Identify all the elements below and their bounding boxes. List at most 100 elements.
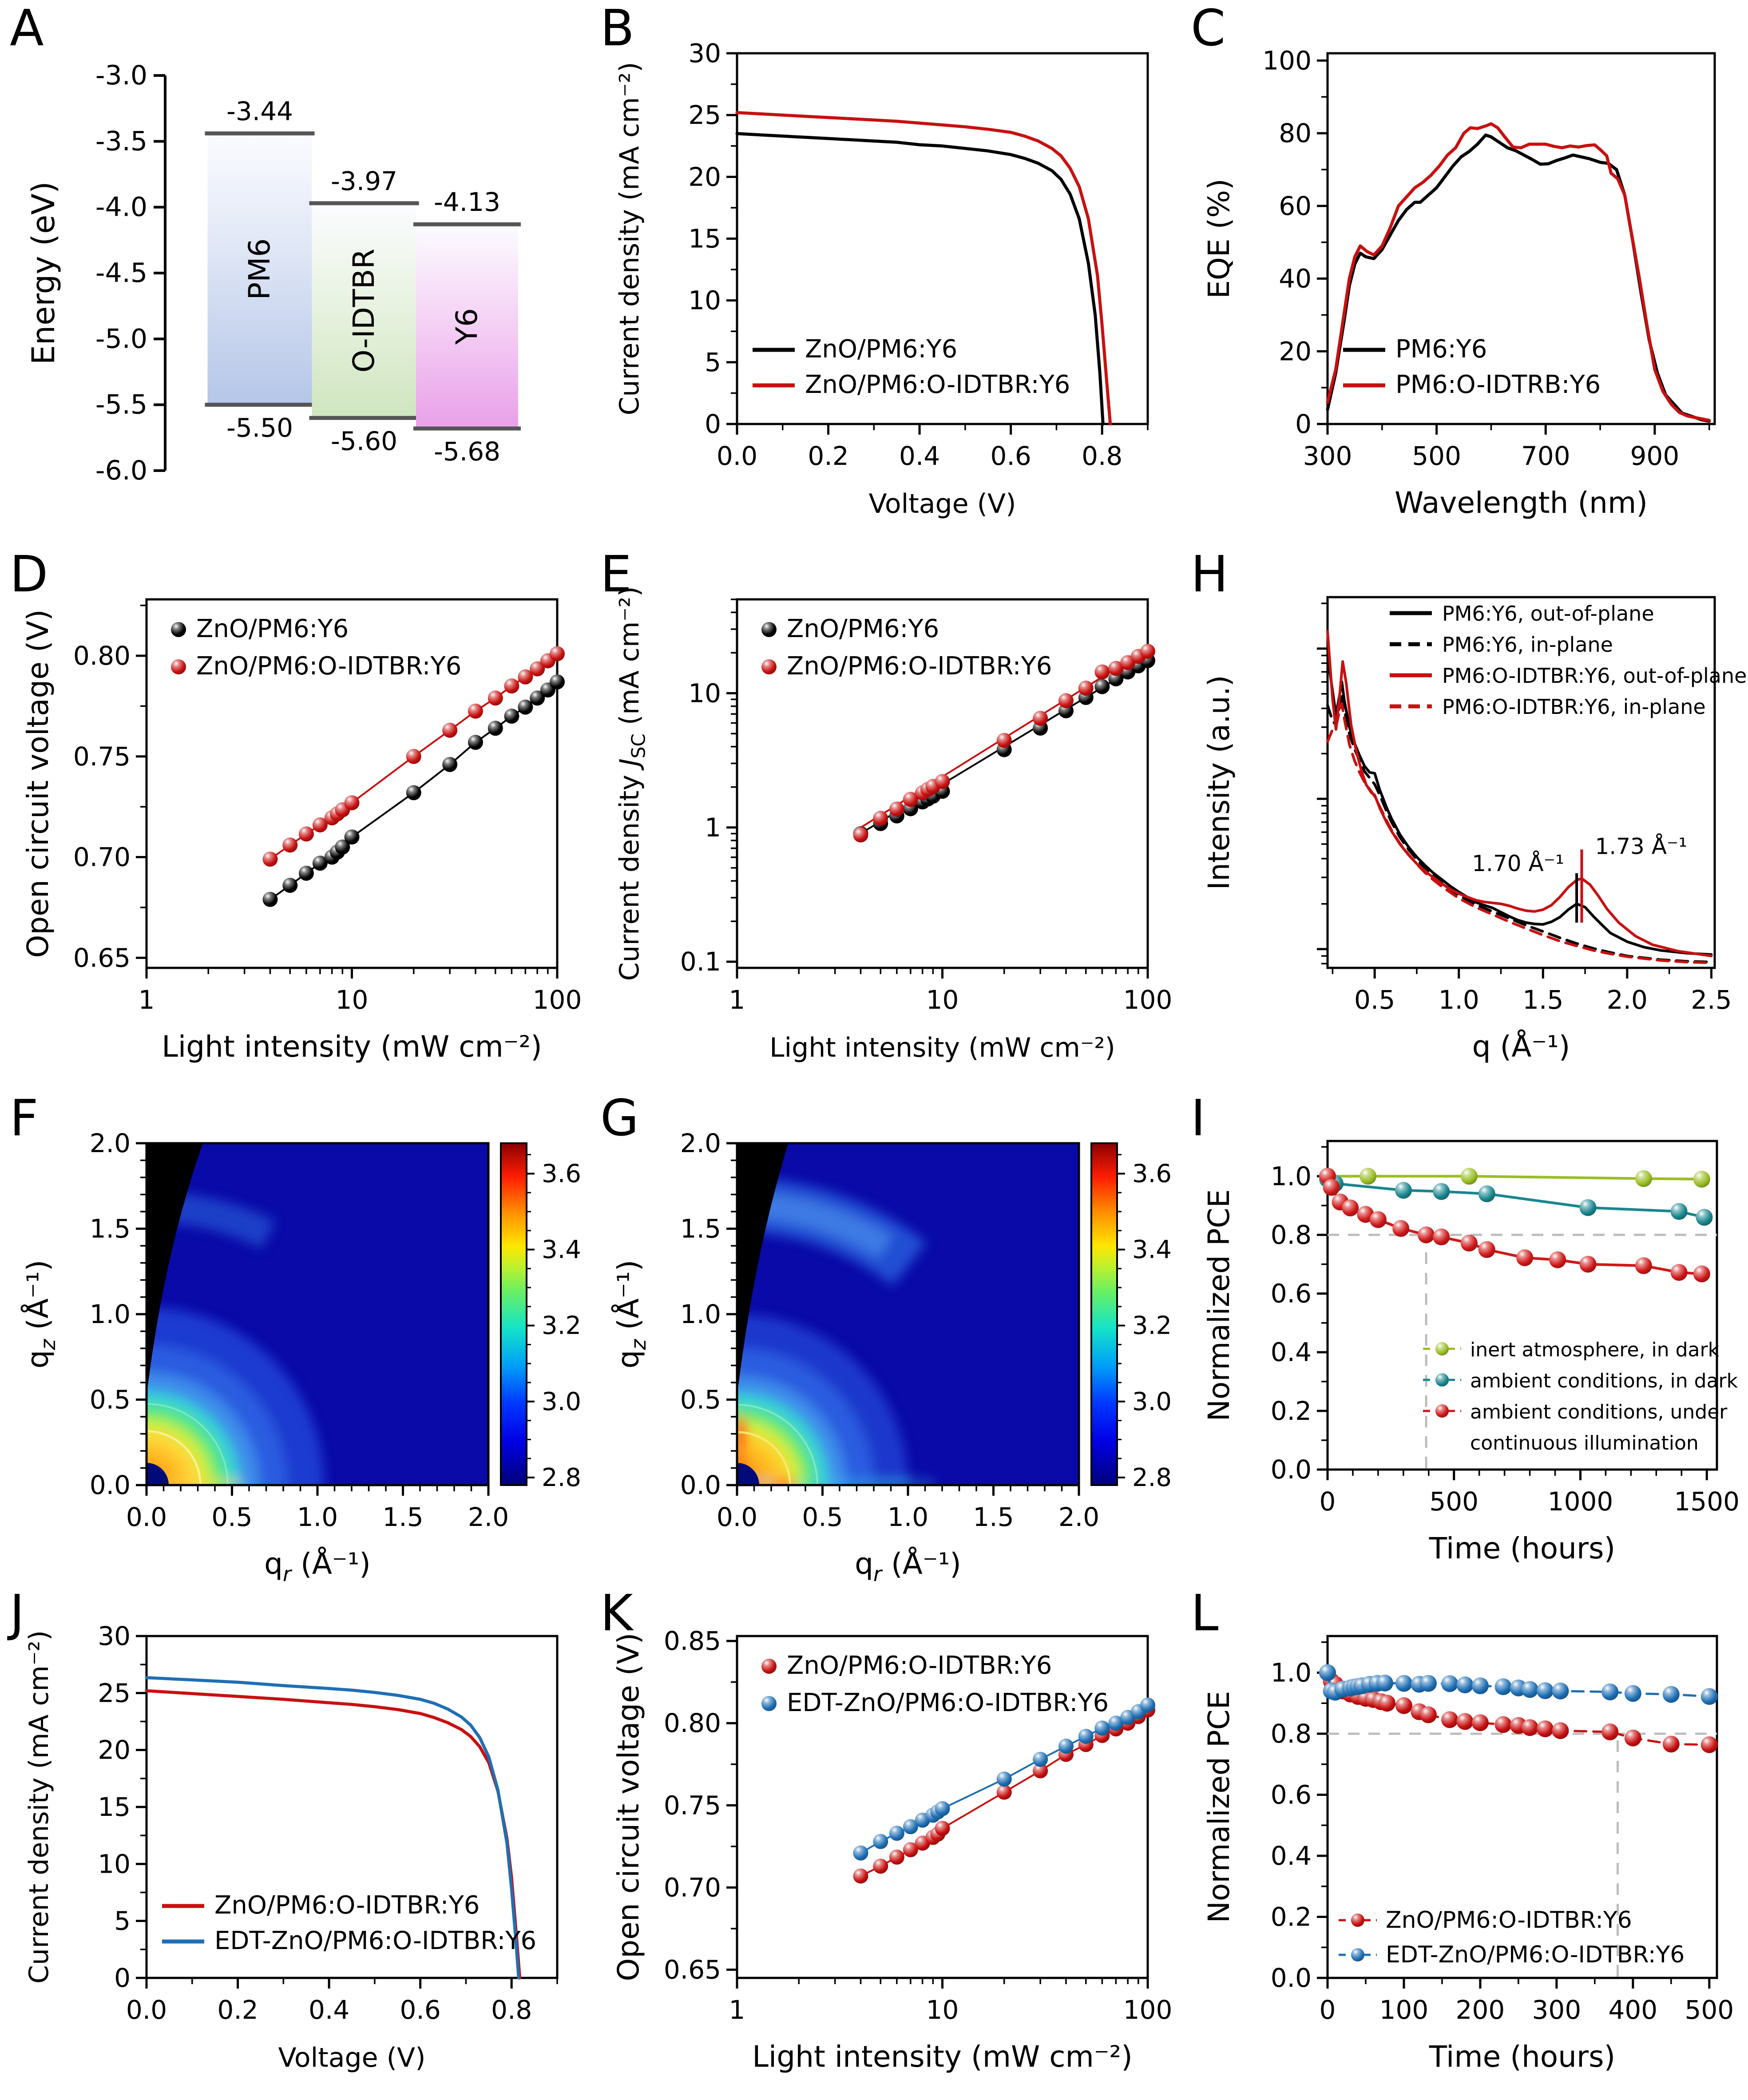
legend-label: PM6:O-IDTBR:Y6, out-of-plane: [1442, 664, 1747, 688]
bar-top-energy: -3.44: [226, 96, 293, 127]
series-PM6:Y6, in-plane: [1326, 692, 1713, 963]
panel-f-chart: 0.0 0.5 1.0 1.5 2.0 0.0 0.5 1.0 1.5 2.0 qr (Å⁻¹) qz…: [21, 1128, 581, 1585]
legend-label: ZnO/PM6:O-IDTBR:Y6: [805, 370, 1070, 399]
panel-g-chart: 0.0 0.5 1.0 1.5 2.0 0.0 0.5 1.0 1.5 2.0 qr (Å⁻¹) qz…: [611, 1128, 1172, 1585]
x-tick-label: 0.5: [1354, 985, 1395, 1015]
y-axis-label: Intensity (a.u.): [1202, 675, 1236, 890]
axes: 0 500 1000 1500 0.0 0.2 0.4 0.6 0.8 1.0: [1271, 1140, 1740, 1517]
y-tick-label: 10: [98, 1849, 131, 1879]
y-tick-label: 0.0: [1271, 1454, 1312, 1485]
legend-label: EDT-ZnO/PM6:O-IDTBR:Y6: [787, 1688, 1109, 1717]
y-tick-label: -5.0: [95, 323, 147, 354]
x-tick-label: 300: [1303, 441, 1352, 471]
y-axis-label: Current density JSC (mA cm⁻²): [614, 586, 649, 981]
bar-bottom-energy: -5.50: [226, 413, 293, 443]
colorbar: 2.8 3.0 3.2 3.4 3.6: [500, 1142, 581, 1492]
x-tick-label: 500: [1685, 1995, 1734, 2025]
panel-d-chart: 1 10 100 0.65 0.70 0.75 0.80 Light intensity (m…: [21, 598, 582, 1064]
legend-label: ZnO/PM6:O-IDTBR:Y6: [1386, 1907, 1632, 1934]
x-axis-label: q (Å⁻¹): [1472, 1030, 1570, 1064]
giwaxs-map: [147, 1143, 488, 1485]
x-tick-label: 0.0: [126, 1995, 167, 2025]
panel-j-chart: 0.0 0.2 0.4 0.6 0.8 0 5 10 15 20 25 30 Voltage (V) Cu…: [24, 1621, 559, 2073]
panel-k: 1 10 100 0.65 0.70 0.75 0.80 0.85 Light intensit…: [591, 1585, 1181, 2100]
series-EDT-ZnO/PM6:O-IDTBR:Y6: [145, 1676, 520, 1980]
y-tick-label: 2.0: [680, 1128, 721, 1158]
panel-c: 300 500 700 900 0 20 40 60 80 100 Wavelength (nm) E…: [1181, 0, 1748, 546]
series-ZnO/PM6:O-IDTBR:Y6: [262, 646, 565, 867]
x-tick-label: 1.0: [888, 1502, 928, 1532]
y-tick-label: 0.80: [664, 1708, 721, 1738]
axes: 1 10 100 0.1 1 10: [680, 598, 1173, 1015]
bar-top-energy: -3.97: [331, 166, 397, 196]
y-tick-label: -5.5: [95, 389, 147, 420]
panel-l-chart: 0 100 200 300 400 500 0.0 0.2 0.4 0.6 0.8 1.0 Time (…: [1202, 1635, 1734, 2074]
legend-label: ZnO/PM6:Y6: [787, 614, 939, 643]
legend-label: PM6:O-IDTBR:Y6, in-plane: [1442, 695, 1706, 719]
colorbar-tick-label: 3.0: [542, 1387, 581, 1416]
legend-label: inert atmosphere, in dark: [1470, 1339, 1720, 1361]
y-tick-label: 0.0: [680, 1470, 721, 1500]
y-tick-label: 0: [1295, 409, 1312, 439]
colorbar-tick-label: 3.4: [542, 1236, 581, 1264]
x-axis-label: Light intensity (mW cm⁻²): [752, 2040, 1133, 2074]
panel-letter-a: A: [10, 0, 44, 57]
legend-label: PM6:Y6, out-of-plane: [1442, 602, 1654, 626]
x-tick-label: 100: [1123, 985, 1173, 1015]
detector-wedge: [737, 1143, 789, 1396]
x-axis-label: Light intensity (mW cm⁻²): [162, 1030, 542, 1064]
series-inert atmosphere, in dark: [1319, 1168, 1710, 1188]
bar-top-energy: -4.13: [434, 187, 500, 217]
colorbar-tick-label: 2.8: [542, 1463, 581, 1492]
axes: 1 10 100 0.65 0.70 0.75 0.80 0.85: [664, 1626, 1173, 2025]
panel-b: 0.0 0.2 0.4 0.6 0.8 0 5 10 15 20 25 30 Voltage (V) Cu…: [591, 0, 1181, 546]
series-PM6:O-IDTBR:Y6, out-of-plane: [1326, 630, 1713, 958]
panel-e-chart: 1 10 100 0.1 1 10 Light intensity (mW cm⁻²) Cur…: [614, 586, 1173, 1063]
y-tick-label: 60: [1279, 191, 1312, 221]
x-axis-label: Wavelength (nm): [1395, 486, 1648, 520]
legend-label: ZnO/PM6:O-IDTBR:Y6: [214, 1891, 480, 1920]
y-axis-label: Open circuit voltage (V): [21, 609, 55, 958]
panel-d: 1 10 100 0.65 0.70 0.75 0.80 Light intensity (m…: [0, 546, 591, 1090]
x-tick-label: 300: [1532, 1995, 1582, 2025]
legend-label: PM6:Y6: [1395, 335, 1487, 364]
bar-bottom-energy: -5.60: [331, 426, 397, 456]
x-tick-label: 500: [1429, 1486, 1478, 1517]
x-axis-label: Voltage (V): [278, 2042, 426, 2073]
x-tick-label: 200: [1456, 1995, 1505, 2025]
y-tick-label: 0.80: [73, 641, 131, 671]
y-tick-label: 1.5: [90, 1214, 131, 1244]
colorbar-tick-label: 3.6: [1132, 1159, 1172, 1188]
y-tick-label: 0.2: [1271, 1396, 1312, 1426]
y-tick-label: 1.0: [1271, 1161, 1312, 1191]
x-tick-label: 100: [533, 985, 582, 1015]
y-tick-label: 0.75: [664, 1790, 721, 1820]
bar-bottom-energy: -5.68: [434, 436, 500, 467]
colorbar-tick-label: 3.4: [1132, 1236, 1172, 1264]
y-axis-label: Energy (eV): [25, 182, 62, 365]
x-tick-label: 0.0: [717, 441, 757, 471]
y-tick-label: 1.5: [680, 1214, 721, 1244]
panel-letter-k: K: [600, 1585, 633, 1642]
axes: 1 10 100 0.65 0.70 0.75 0.80: [73, 598, 582, 1015]
series-EDT-ZnO/PM6:O-IDTBR:Y6: [853, 1697, 1155, 1861]
y-tick-label: 0.1: [680, 947, 721, 977]
annotation-text: 1.70 Å⁻¹: [1472, 851, 1564, 876]
y-tick-label: 0.8: [1271, 1220, 1312, 1250]
x-tick-label: 10: [926, 1995, 959, 2025]
y-axis-label: Current density (mA cm⁻²): [24, 1630, 55, 1984]
axes: 300 500 700 900 0 20 40 60 80 100: [1262, 45, 1716, 471]
panel-k-chart: 1 10 100 0.65 0.70 0.75 0.80 0.85 Light intensit…: [611, 1626, 1173, 2074]
x-tick-label: 0.6: [991, 441, 1031, 471]
x-tick-label: 0.2: [808, 441, 848, 471]
colorbar-tick-label: 3.6: [542, 1159, 581, 1188]
x-tick-label: 1: [139, 985, 155, 1015]
colorbar-tick-label: 3.0: [1132, 1387, 1172, 1416]
x-tick-label: 400: [1608, 1995, 1657, 2025]
y-tick-label: 5: [114, 1906, 131, 1936]
y-tick-label: 10: [688, 285, 721, 316]
panel-g: 0.0 0.5 1.0 1.5 2.0 0.0 0.5 1.0 1.5 2.0 qr (Å⁻¹) qz…: [591, 1090, 1181, 1585]
legend-label: continuous illumination: [1470, 1432, 1699, 1454]
y-tick-label: 1.0: [680, 1299, 721, 1329]
panel-letter-b: B: [600, 0, 634, 57]
